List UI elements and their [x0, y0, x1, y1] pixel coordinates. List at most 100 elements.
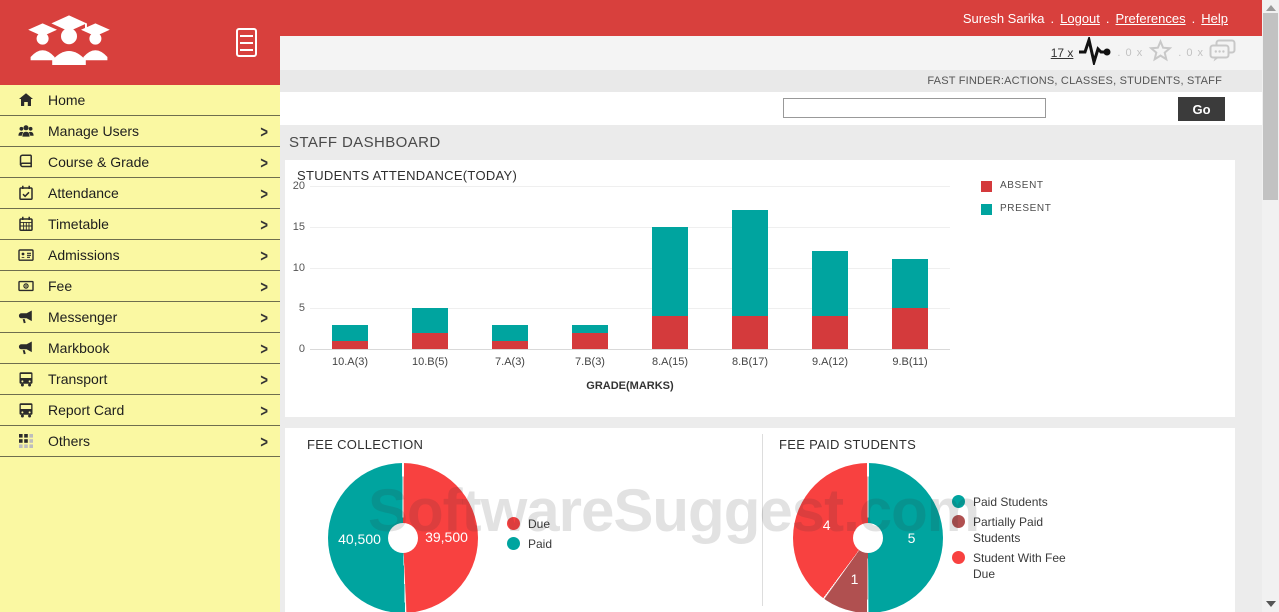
chevron-right-icon: >	[260, 214, 268, 234]
sidebar-header	[0, 0, 280, 85]
donut-value-label: 40,500	[338, 530, 381, 547]
donut-hole	[388, 523, 418, 553]
legend-swatch	[981, 181, 992, 192]
attendance-chart-title: STUDENTS ATTENDANCE(TODAY)	[297, 168, 518, 183]
sidebar-item-messenger[interactable]: Messenger >	[0, 302, 280, 333]
sidebar-item-label: Markbook	[48, 340, 110, 356]
quick-stats-toolbar: 17 x . 0 x . 0 x	[280, 33, 1262, 70]
sidebar-item-attendance[interactable]: Attendance >	[0, 178, 280, 209]
bus-icon	[18, 402, 35, 418]
header-separator: .	[1050, 10, 1055, 26]
sidebar-item-others[interactable]: Others >	[0, 426, 280, 457]
pulse-heartbeat-icon[interactable]	[1078, 33, 1112, 70]
legend-dot	[507, 537, 520, 550]
chevron-right-icon: >	[260, 307, 268, 327]
scrollbar-up-arrow-icon[interactable]	[1266, 5, 1276, 11]
chevron-right-icon: >	[260, 431, 268, 451]
bar-segment-absent-10-b-5	[412, 332, 448, 349]
sidebar-item-course-grade[interactable]: Course & Grade >	[0, 147, 280, 178]
bus-icon	[18, 371, 35, 387]
preferences-link[interactable]: Preferences	[1115, 10, 1186, 26]
main-area: Suresh Sarika. Logout. Preferences. Help 17…	[280, 0, 1262, 612]
grid-icon	[18, 433, 35, 449]
chevron-right-icon: >	[260, 338, 268, 358]
x-axis-category-label: 9.A(12)	[811, 356, 849, 368]
bar-segment-present-10-b-5	[412, 308, 448, 333]
legend-dot	[952, 495, 965, 508]
x-axis-category-label: 7.A(3)	[495, 356, 525, 368]
chevron-right-icon: >	[260, 276, 268, 296]
sidebar-item-label: Transport	[48, 371, 108, 387]
bar-segment-present-8-b-17	[732, 210, 768, 317]
sidebar-item-label: Course & Grade	[48, 154, 150, 170]
calendar-icon	[18, 216, 35, 232]
legend-label: Student With Fee Due	[973, 551, 1066, 581]
gridline	[310, 226, 950, 228]
x-axis-category-label: 10.A(3)	[331, 356, 369, 368]
school-graduates-logo-icon	[25, 12, 113, 75]
fast-finder-search-input[interactable]	[783, 98, 1046, 118]
donut-hole	[853, 523, 883, 553]
bar-segment-absent-10-a-3	[332, 340, 368, 349]
bar-segment-absent-8-a-15	[652, 316, 688, 349]
sidebar-item-label: Messenger	[48, 309, 118, 325]
panel-divider	[762, 434, 763, 606]
legend-item-present: PRESENT	[981, 203, 1051, 215]
chat-messages-icon[interactable]	[1209, 39, 1236, 68]
sidebar-toggle-hamburger-icon[interactable]	[236, 28, 257, 57]
legend-label: Paid	[528, 537, 553, 551]
legend-item-absent: ABSENT	[981, 180, 1044, 192]
megaphone-icon	[18, 340, 35, 356]
bar-segment-absent-8-b-17	[732, 316, 768, 349]
donut-value-label: 1	[850, 571, 859, 588]
header-separator: .	[1191, 10, 1196, 26]
chat-count-label: . 0 x	[1178, 47, 1204, 59]
star-icon[interactable]	[1148, 38, 1173, 68]
sidebar-item-home[interactable]: Home	[0, 85, 280, 116]
sidebar-item-manage-users[interactable]: Manage Users >	[0, 116, 280, 147]
logout-link[interactable]: Logout	[1060, 10, 1100, 26]
megaphone-icon	[18, 309, 35, 325]
sidebar-item-label: Attendance	[48, 185, 119, 201]
sidebar-item-report-card[interactable]: Report Card >	[0, 395, 280, 426]
legend-item-due: Due	[507, 516, 550, 532]
users-icon	[18, 123, 35, 139]
gridline	[310, 267, 950, 269]
bar-segment-absent-9-b-11	[892, 308, 928, 349]
pulse-count-link[interactable]: 17 x	[1050, 46, 1074, 60]
sidebar-item-transport[interactable]: Transport >	[0, 364, 280, 395]
go-button[interactable]: Go	[1178, 97, 1225, 121]
calendar-check-icon	[18, 185, 35, 201]
sidebar-item-admissions[interactable]: Admissions >	[0, 240, 280, 271]
bar-segment-absent-9-a-12	[812, 316, 848, 349]
id-card-icon	[18, 247, 35, 263]
bar-segment-present-9-b-11	[892, 259, 928, 309]
fast-finder-hint: FAST FINDER:ACTIONS, CLASSES, STUDENTS, …	[280, 70, 1262, 92]
donut-value-label: 4	[822, 516, 831, 533]
legend-item-student-with-fee-due: Student With Fee Due	[952, 550, 1085, 582]
help-link[interactable]: Help	[1201, 10, 1228, 26]
sidebar: Home Manage Users > Course & Grade > Attendan…	[0, 0, 280, 612]
scrollbar-thumb[interactable]	[1263, 13, 1278, 200]
vertical-scrollbar[interactable]	[1262, 0, 1279, 612]
x-axis-category-label: 7.B(3)	[575, 356, 605, 368]
sidebar-item-fee[interactable]: Fee >	[0, 271, 280, 302]
sidebar-item-timetable[interactable]: Timetable >	[0, 209, 280, 240]
bar-segment-present-10-a-3	[332, 324, 368, 341]
sidebar-item-label: Fee	[48, 278, 73, 294]
sidebar-item-label: Report Card	[48, 402, 125, 418]
legend-label: PRESENT	[1000, 203, 1052, 214]
legend-label: Paid Students	[973, 495, 1048, 509]
money-icon	[18, 278, 35, 294]
bar-segment-present-7-a-3	[492, 324, 528, 341]
scrollbar-down-arrow-icon[interactable]	[1266, 601, 1276, 607]
gridline	[310, 186, 950, 187]
x-axis-title: GRADE(MARKS)	[586, 380, 674, 392]
sidebar-item-label: Manage Users	[48, 123, 140, 139]
x-axis-category-label: 8.A(15)	[651, 356, 689, 368]
logged-in-user: Suresh Sarika	[962, 10, 1045, 26]
legend-item-paid-students: Paid Students	[952, 494, 1048, 510]
sidebar-item-markbook[interactable]: Markbook >	[0, 333, 280, 364]
legend-item-partially-paid-students: Partially Paid Students	[952, 514, 1085, 546]
fee-collection-title: FEE COLLECTION	[307, 437, 424, 452]
